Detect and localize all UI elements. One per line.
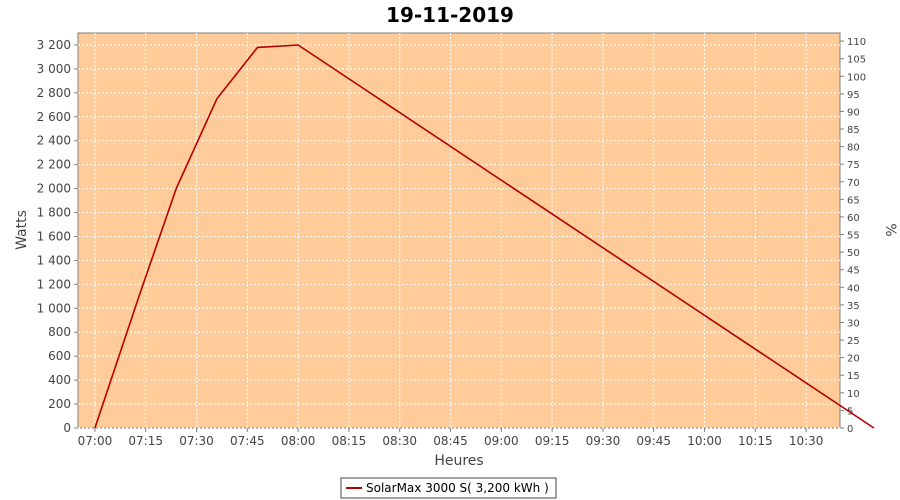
y2-tick-label: 100 — [847, 72, 866, 83]
y-tick-label: 2 000 — [37, 182, 71, 196]
y2-tick-label: 45 — [847, 266, 860, 277]
x-tick-label: 10:30 — [789, 434, 824, 448]
x-axis-label: Heures — [434, 453, 483, 469]
y-axis-label: Watts — [14, 210, 30, 250]
series-line — [94, 44, 875, 429]
x-tick-label: 08:30 — [382, 434, 417, 448]
legend-box — [340, 477, 557, 499]
y2-tick-label: 10 — [847, 389, 860, 400]
y2-tick-label: 20 — [847, 354, 860, 365]
grid-lines — [78, 33, 840, 429]
x-tick-label: 07:00 — [78, 434, 113, 448]
y2-tick-label: 35 — [847, 301, 860, 312]
y-tick-label: 1 800 — [37, 206, 71, 220]
chart-title: 19-11-2019 — [386, 3, 514, 27]
y-axis: 0 200 400 600 800 1 000 1 200 1 400 1 600 1 800 2 … — [37, 38, 78, 435]
x-axis: 07:00 07:15 07:30 07:45 08:00 08:15 08:30 08:45… — [78, 428, 824, 448]
y-tick-label: 200 — [48, 397, 71, 411]
y2-tick-label: 55 — [847, 231, 860, 242]
plot-area — [77, 32, 841, 429]
x-tick-label: 08:15 — [332, 434, 367, 448]
y-tick-label: 400 — [48, 373, 71, 387]
legend: SolarMax 3000 S( 3,200 kWh ) — [340, 477, 557, 499]
y-tick-label: 2 600 — [37, 110, 71, 124]
x-tick-label: 07:45 — [230, 434, 265, 448]
y-tick-label: 1 000 — [37, 301, 71, 315]
y2-tick-label: 15 — [847, 371, 860, 382]
y2-axis-label: % — [882, 223, 898, 236]
y-tick-label: 800 — [48, 325, 71, 339]
y2-tick-label: 40 — [847, 283, 860, 294]
y-tick-label: 3 000 — [37, 62, 71, 76]
y2-tick-label: 85 — [847, 125, 860, 136]
x-tick-label: 09:15 — [535, 434, 570, 448]
y2-tick-label: 90 — [847, 107, 860, 118]
y2-tick-label: 70 — [847, 178, 860, 189]
y2-axis: 0510152025303540455055606570758085909510… — [840, 37, 866, 435]
y2-tick-label: 50 — [847, 248, 860, 259]
x-tick-label: 10:15 — [738, 434, 773, 448]
y-tick-label: 2 800 — [37, 86, 71, 100]
y-tick-label: 1 600 — [37, 229, 71, 243]
y2-tick-label: 105 — [847, 55, 866, 66]
y2-tick-label: 65 — [847, 195, 860, 206]
y-tick-label: 2 400 — [37, 134, 71, 148]
y-tick-label: 1 400 — [37, 253, 71, 267]
x-tick-label: 07:15 — [128, 434, 163, 448]
y-tick-label: 0 — [63, 421, 71, 435]
x-tick-label: 08:00 — [281, 434, 316, 448]
y2-tick-label: 60 — [847, 213, 860, 224]
y-tick-label: 3 200 — [37, 38, 71, 52]
x-tick-label: 08:45 — [433, 434, 468, 448]
y2-tick-label: 95 — [847, 90, 860, 101]
y-tick-label: 1 200 — [37, 277, 71, 291]
y2-tick-label: 80 — [847, 143, 860, 154]
x-tick-label: 09:30 — [586, 434, 621, 448]
series-layer — [94, 44, 875, 429]
x-tick-label: 07:30 — [179, 434, 214, 448]
x-tick-label: 10:00 — [687, 434, 722, 448]
y2-tick-label: 0 — [847, 424, 853, 435]
y2-tick-label: 75 — [847, 160, 860, 171]
y-tick-label: 600 — [48, 349, 71, 363]
y2-tick-label: 110 — [847, 37, 866, 48]
legend-label: SolarMax 3000 S( 3,200 kWh ) — [366, 481, 549, 495]
y-tick-label: 2 200 — [37, 158, 71, 172]
y2-tick-label: 30 — [847, 318, 860, 329]
x-tick-label: 09:45 — [636, 434, 671, 448]
x-tick-label: 09:00 — [484, 434, 519, 448]
y2-tick-label: 25 — [847, 336, 860, 347]
